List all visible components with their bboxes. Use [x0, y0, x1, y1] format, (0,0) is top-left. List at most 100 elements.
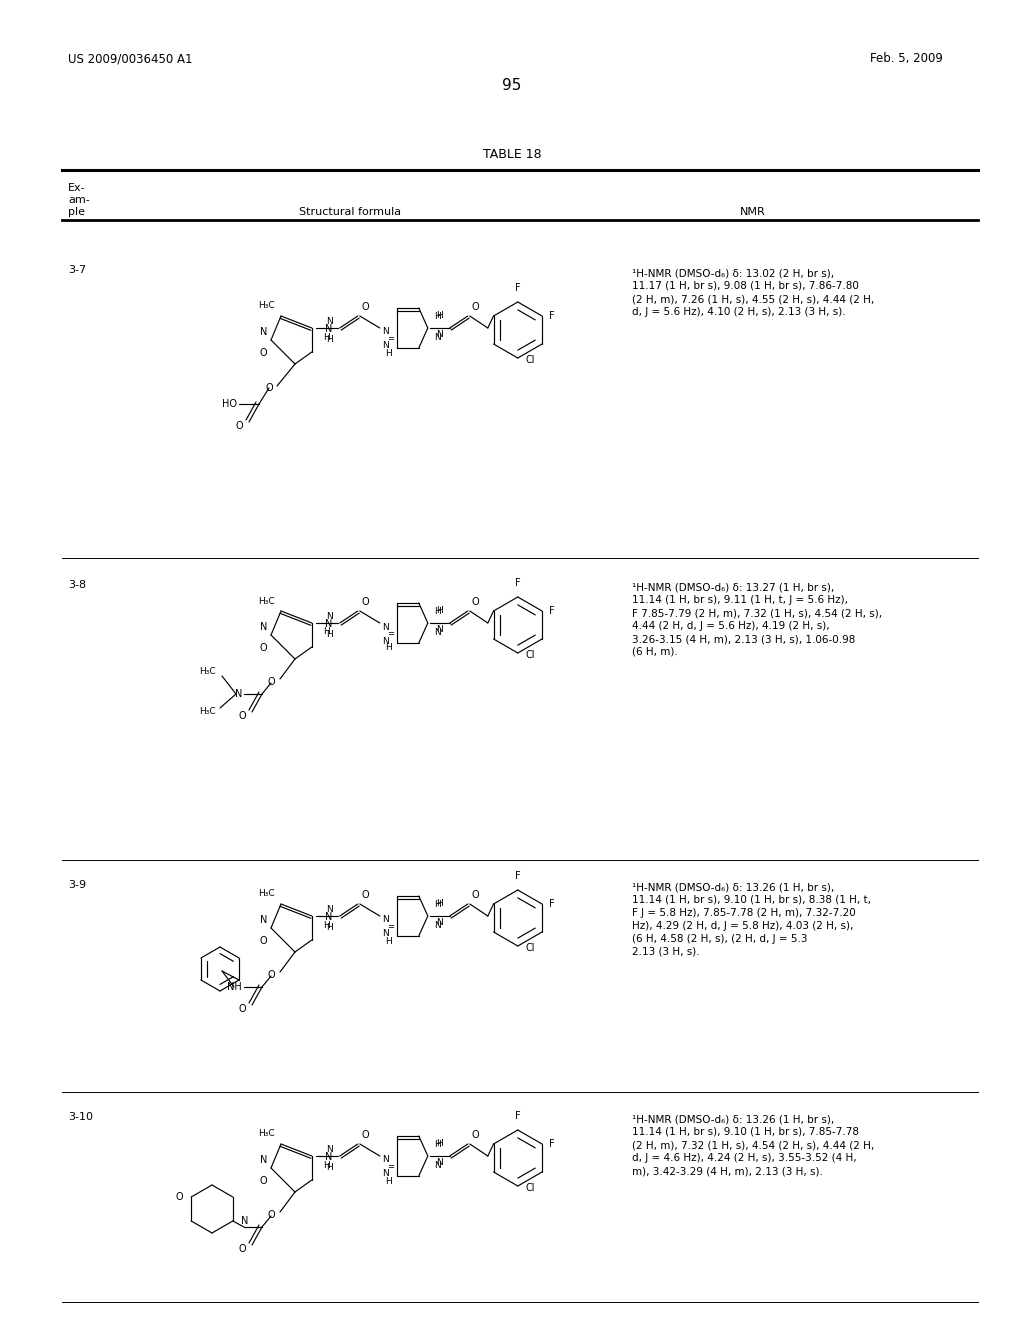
- Text: N: N: [436, 330, 443, 339]
- Text: ¹H-NMR (DMSO-d₆) δ: 13.26 (1 H, br s),: ¹H-NMR (DMSO-d₆) δ: 13.26 (1 H, br s),: [632, 882, 835, 892]
- Text: N: N: [382, 1170, 389, 1179]
- Text: F: F: [549, 1139, 555, 1148]
- Text: H: H: [436, 1139, 443, 1148]
- Text: H₃C: H₃C: [258, 301, 275, 310]
- Text: O: O: [259, 643, 267, 653]
- Text: NMR: NMR: [740, 207, 766, 216]
- Text: (2 H, m), 7.26 (1 H, s), 4.55 (2 H, s), 4.44 (2 H,: (2 H, m), 7.26 (1 H, s), 4.55 (2 H, s), …: [632, 294, 874, 304]
- Text: TABLE 18: TABLE 18: [482, 148, 542, 161]
- Text: F: F: [549, 606, 555, 616]
- Text: 4.44 (2 H, d, J = 5.6 Hz), 4.19 (2 H, s),: 4.44 (2 H, d, J = 5.6 Hz), 4.19 (2 H, s)…: [632, 620, 829, 631]
- Text: F: F: [515, 871, 520, 880]
- Text: 3.26-3.15 (4 H, m), 2.13 (3 H, s), 1.06-0.98: 3.26-3.15 (4 H, m), 2.13 (3 H, s), 1.06-…: [632, 634, 855, 644]
- Text: O: O: [175, 1192, 183, 1203]
- Text: H: H: [436, 899, 443, 908]
- Text: O: O: [265, 383, 273, 393]
- Text: F: F: [549, 312, 555, 321]
- Text: H: H: [324, 627, 330, 636]
- Text: O: O: [239, 1005, 246, 1014]
- Text: N: N: [260, 326, 267, 337]
- Text: H: H: [327, 923, 333, 932]
- Text: H: H: [324, 1160, 330, 1170]
- Text: 11.14 (1 H, br s), 9.11 (1 H, t, J = 5.6 Hz),: 11.14 (1 H, br s), 9.11 (1 H, t, J = 5.6…: [632, 595, 848, 605]
- Text: Ex-: Ex-: [68, 183, 86, 193]
- Text: F: F: [515, 282, 520, 293]
- Text: N: N: [434, 628, 441, 638]
- Text: H: H: [385, 348, 392, 358]
- Text: H: H: [436, 312, 443, 319]
- Text: O: O: [267, 677, 275, 686]
- Text: O: O: [259, 348, 267, 358]
- Text: N: N: [327, 612, 333, 620]
- Text: F: F: [515, 1111, 520, 1121]
- Text: H: H: [327, 335, 333, 345]
- Text: H₃C: H₃C: [258, 890, 275, 899]
- Text: d, J = 4.6 Hz), 4.24 (2 H, s), 3.55-3.52 (4 H,: d, J = 4.6 Hz), 4.24 (2 H, s), 3.55-3.52…: [632, 1152, 857, 1163]
- Text: N: N: [241, 1216, 248, 1226]
- Text: O: O: [239, 711, 246, 721]
- Text: N: N: [382, 636, 389, 645]
- Text: am-: am-: [68, 195, 90, 205]
- Text: 2.13 (3 H, s).: 2.13 (3 H, s).: [632, 946, 699, 957]
- Text: Structural formula: Structural formula: [299, 207, 401, 216]
- Text: d, J = 5.6 Hz), 4.10 (2 H, s), 2.13 (3 H, s).: d, J = 5.6 Hz), 4.10 (2 H, s), 2.13 (3 H…: [632, 308, 846, 317]
- Text: 95: 95: [503, 78, 521, 92]
- Text: O: O: [259, 1176, 267, 1187]
- Text: 3-7: 3-7: [68, 265, 86, 275]
- Text: N: N: [382, 623, 389, 631]
- Text: H: H: [434, 312, 441, 321]
- Text: O: O: [472, 302, 479, 312]
- Text: O: O: [361, 890, 370, 900]
- Text: H: H: [385, 936, 392, 945]
- Text: N: N: [436, 917, 443, 927]
- Text: F J = 5.8 Hz), 7.85-7.78 (2 H, m), 7.32-7.20: F J = 5.8 Hz), 7.85-7.78 (2 H, m), 7.32-…: [632, 908, 856, 917]
- Text: H₃C: H₃C: [258, 597, 275, 606]
- Text: N: N: [382, 342, 389, 351]
- Text: N: N: [327, 1144, 333, 1154]
- Text: H: H: [327, 630, 333, 639]
- Text: N: N: [436, 1158, 443, 1167]
- Text: N: N: [325, 619, 332, 630]
- Text: =: =: [387, 334, 394, 343]
- Text: N: N: [234, 689, 242, 700]
- Text: O: O: [239, 1243, 246, 1254]
- Text: H: H: [434, 607, 441, 616]
- Text: N: N: [327, 317, 333, 326]
- Text: Feb. 5, 2009: Feb. 5, 2009: [870, 51, 943, 65]
- Text: 3-10: 3-10: [68, 1111, 93, 1122]
- Text: Cl: Cl: [525, 1183, 536, 1193]
- Text: N: N: [325, 323, 332, 334]
- Text: NH: NH: [227, 982, 242, 993]
- Text: N: N: [434, 921, 441, 931]
- Text: Cl: Cl: [525, 942, 536, 953]
- Text: O: O: [472, 890, 479, 900]
- Text: 11.17 (1 H, br s), 9.08 (1 H, br s), 7.86-7.80: 11.17 (1 H, br s), 9.08 (1 H, br s), 7.8…: [632, 281, 859, 290]
- Text: O: O: [361, 1130, 370, 1140]
- Text: US 2009/0036450 A1: US 2009/0036450 A1: [68, 51, 193, 65]
- Text: N: N: [436, 624, 443, 634]
- Text: O: O: [267, 1210, 275, 1220]
- Text: N: N: [382, 916, 389, 924]
- Text: 3-9: 3-9: [68, 880, 86, 890]
- Text: H: H: [327, 1163, 333, 1172]
- Text: O: O: [259, 936, 267, 946]
- Text: N: N: [260, 915, 267, 924]
- Text: Hz), 4.29 (2 H, d, J = 5.8 Hz), 4.03 (2 H, s),: Hz), 4.29 (2 H, d, J = 5.8 Hz), 4.03 (2 …: [632, 921, 853, 931]
- Text: F: F: [515, 578, 520, 587]
- Text: H₃C: H₃C: [258, 1130, 275, 1138]
- Text: N: N: [325, 912, 332, 921]
- Text: N: N: [325, 1152, 332, 1162]
- Text: N: N: [434, 1162, 441, 1170]
- Text: N: N: [382, 929, 389, 939]
- Text: 3-8: 3-8: [68, 579, 86, 590]
- Text: O: O: [472, 1130, 479, 1140]
- Text: H: H: [434, 1140, 441, 1148]
- Text: ¹H-NMR (DMSO-d₆) δ: 13.27 (1 H, br s),: ¹H-NMR (DMSO-d₆) δ: 13.27 (1 H, br s),: [632, 582, 835, 591]
- Text: 11.14 (1 H, br s), 9.10 (1 H, br s), 8.38 (1 H, t,: 11.14 (1 H, br s), 9.10 (1 H, br s), 8.3…: [632, 895, 871, 906]
- Text: Cl: Cl: [525, 649, 536, 660]
- Text: ¹H-NMR (DMSO-d₆) δ: 13.02 (2 H, br s),: ¹H-NMR (DMSO-d₆) δ: 13.02 (2 H, br s),: [632, 268, 835, 279]
- Text: H: H: [324, 333, 330, 342]
- Text: H: H: [385, 644, 392, 652]
- Text: N: N: [260, 1155, 267, 1164]
- Text: O: O: [361, 302, 370, 312]
